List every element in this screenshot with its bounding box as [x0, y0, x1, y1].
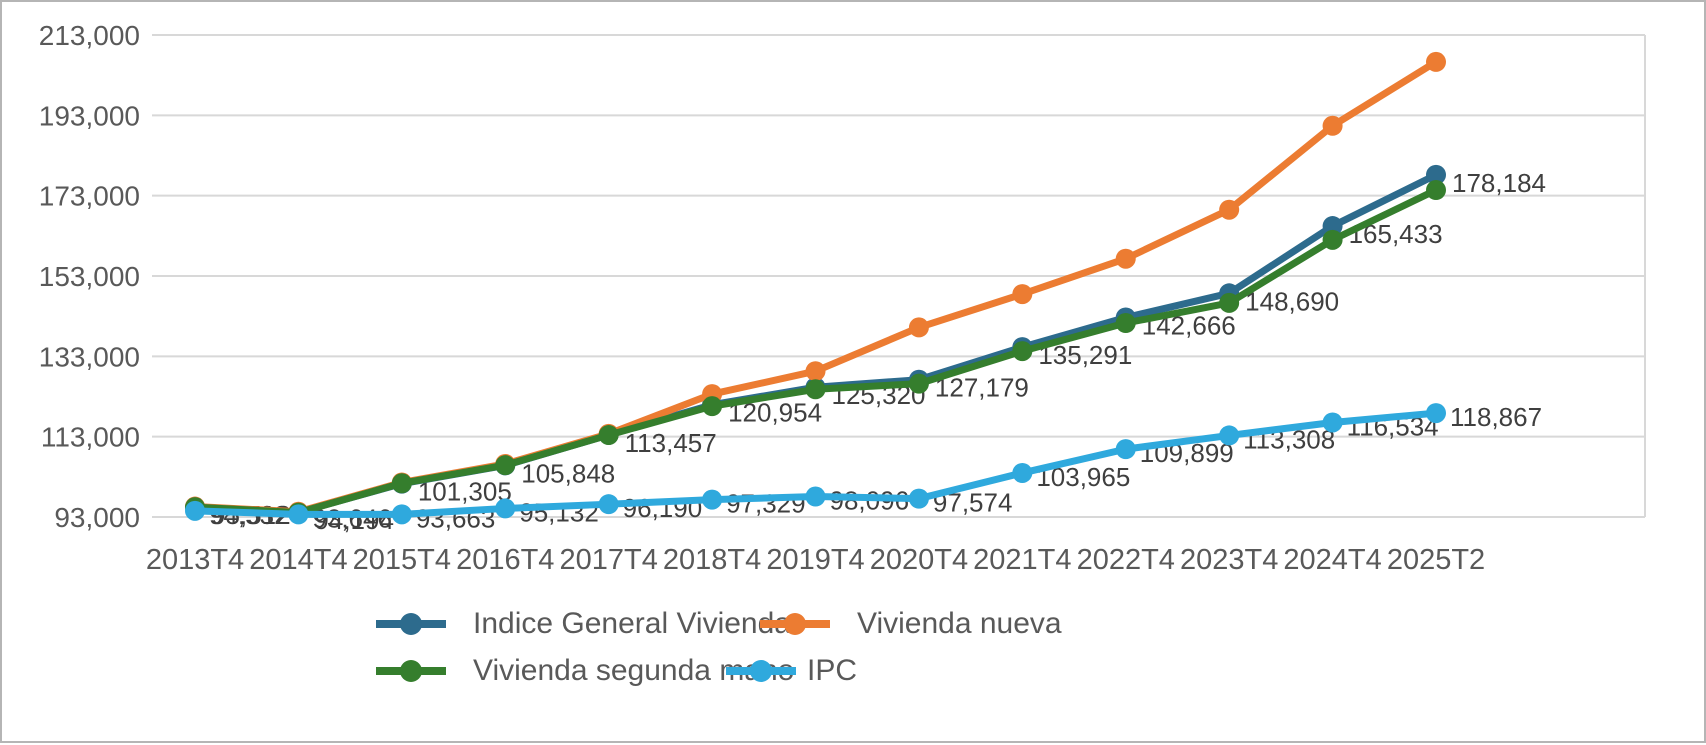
series-marker — [598, 494, 619, 515]
x-axis-label: 2017T4 — [559, 544, 657, 576]
series-marker — [598, 425, 619, 446]
y-axis-tick-label: 133,000 — [39, 341, 140, 372]
data-label: 148,690 — [1245, 286, 1339, 316]
x-axis-label: 2014T4 — [249, 544, 347, 576]
series-marker — [288, 504, 309, 525]
x-axis-label: 2015T4 — [353, 544, 451, 576]
series-marker — [702, 489, 723, 510]
series-marker — [1219, 199, 1240, 220]
series-marker — [495, 455, 516, 476]
series-marker — [391, 473, 412, 494]
data-label: 101,305 — [418, 477, 512, 507]
x-axis-label: 2021T4 — [973, 544, 1071, 576]
series-marker — [908, 317, 929, 338]
x-axis-label: 2016T4 — [456, 544, 554, 576]
x-axis-label: 2022T4 — [1077, 544, 1175, 576]
y-axis-tick-label: 113,000 — [41, 422, 140, 453]
series-marker — [495, 498, 516, 519]
y-axis-tick-label: 213,000 — [39, 20, 140, 51]
series-marker — [702, 396, 723, 417]
series-marker — [1322, 115, 1343, 136]
y-axis-tick-label: 153,000 — [39, 261, 140, 292]
y-axis-tick-label: 93,000 — [54, 502, 140, 533]
series-marker — [1426, 180, 1446, 201]
y-axis-tick-label: 173,000 — [39, 181, 140, 212]
series-marker — [805, 486, 826, 507]
series-marker — [1426, 164, 1446, 185]
x-axis-label: 2025T2 — [1387, 544, 1485, 576]
series-line — [191, 171, 1440, 516]
series-marker — [1012, 284, 1033, 305]
series-marker — [1322, 229, 1343, 250]
series-marker — [908, 373, 929, 394]
x-axis-label: 2024T4 — [1283, 544, 1381, 576]
series-marker — [805, 379, 826, 400]
data-label: 178,184 — [1452, 168, 1546, 198]
series-marker — [1219, 292, 1240, 313]
series-marker — [1322, 216, 1343, 237]
series-line — [191, 186, 1440, 517]
x-axis-label: 2018T4 — [663, 544, 761, 576]
series-marker — [1012, 341, 1033, 362]
y-axis-tick-label: 193,000 — [39, 100, 140, 131]
series-marker — [1426, 403, 1446, 424]
x-axis-label: 2013T4 — [146, 544, 244, 576]
data-label: 94,194 — [314, 505, 394, 535]
data-label: 113,457 — [625, 428, 717, 458]
series-marker — [1219, 425, 1240, 446]
series-marker — [1012, 462, 1033, 483]
data-label: 127,179 — [935, 373, 1029, 403]
series-marker — [1115, 248, 1136, 269]
data-label: 105,848 — [521, 458, 615, 488]
series-marker — [1115, 439, 1136, 460]
x-axis-label: 2019T4 — [766, 544, 864, 576]
series-marker — [908, 488, 929, 509]
series-marker — [391, 504, 412, 525]
x-axis-label: 2020T4 — [870, 544, 968, 576]
series-marker — [1322, 412, 1343, 433]
series-marker — [1115, 312, 1136, 333]
series-marker — [805, 361, 826, 382]
x-axis-label: 2023T4 — [1180, 544, 1278, 576]
data-label: 118,867 — [1450, 402, 1542, 432]
data-label: 97,329 — [726, 489, 806, 519]
series-marker — [1426, 51, 1446, 72]
series-marker — [185, 500, 205, 521]
